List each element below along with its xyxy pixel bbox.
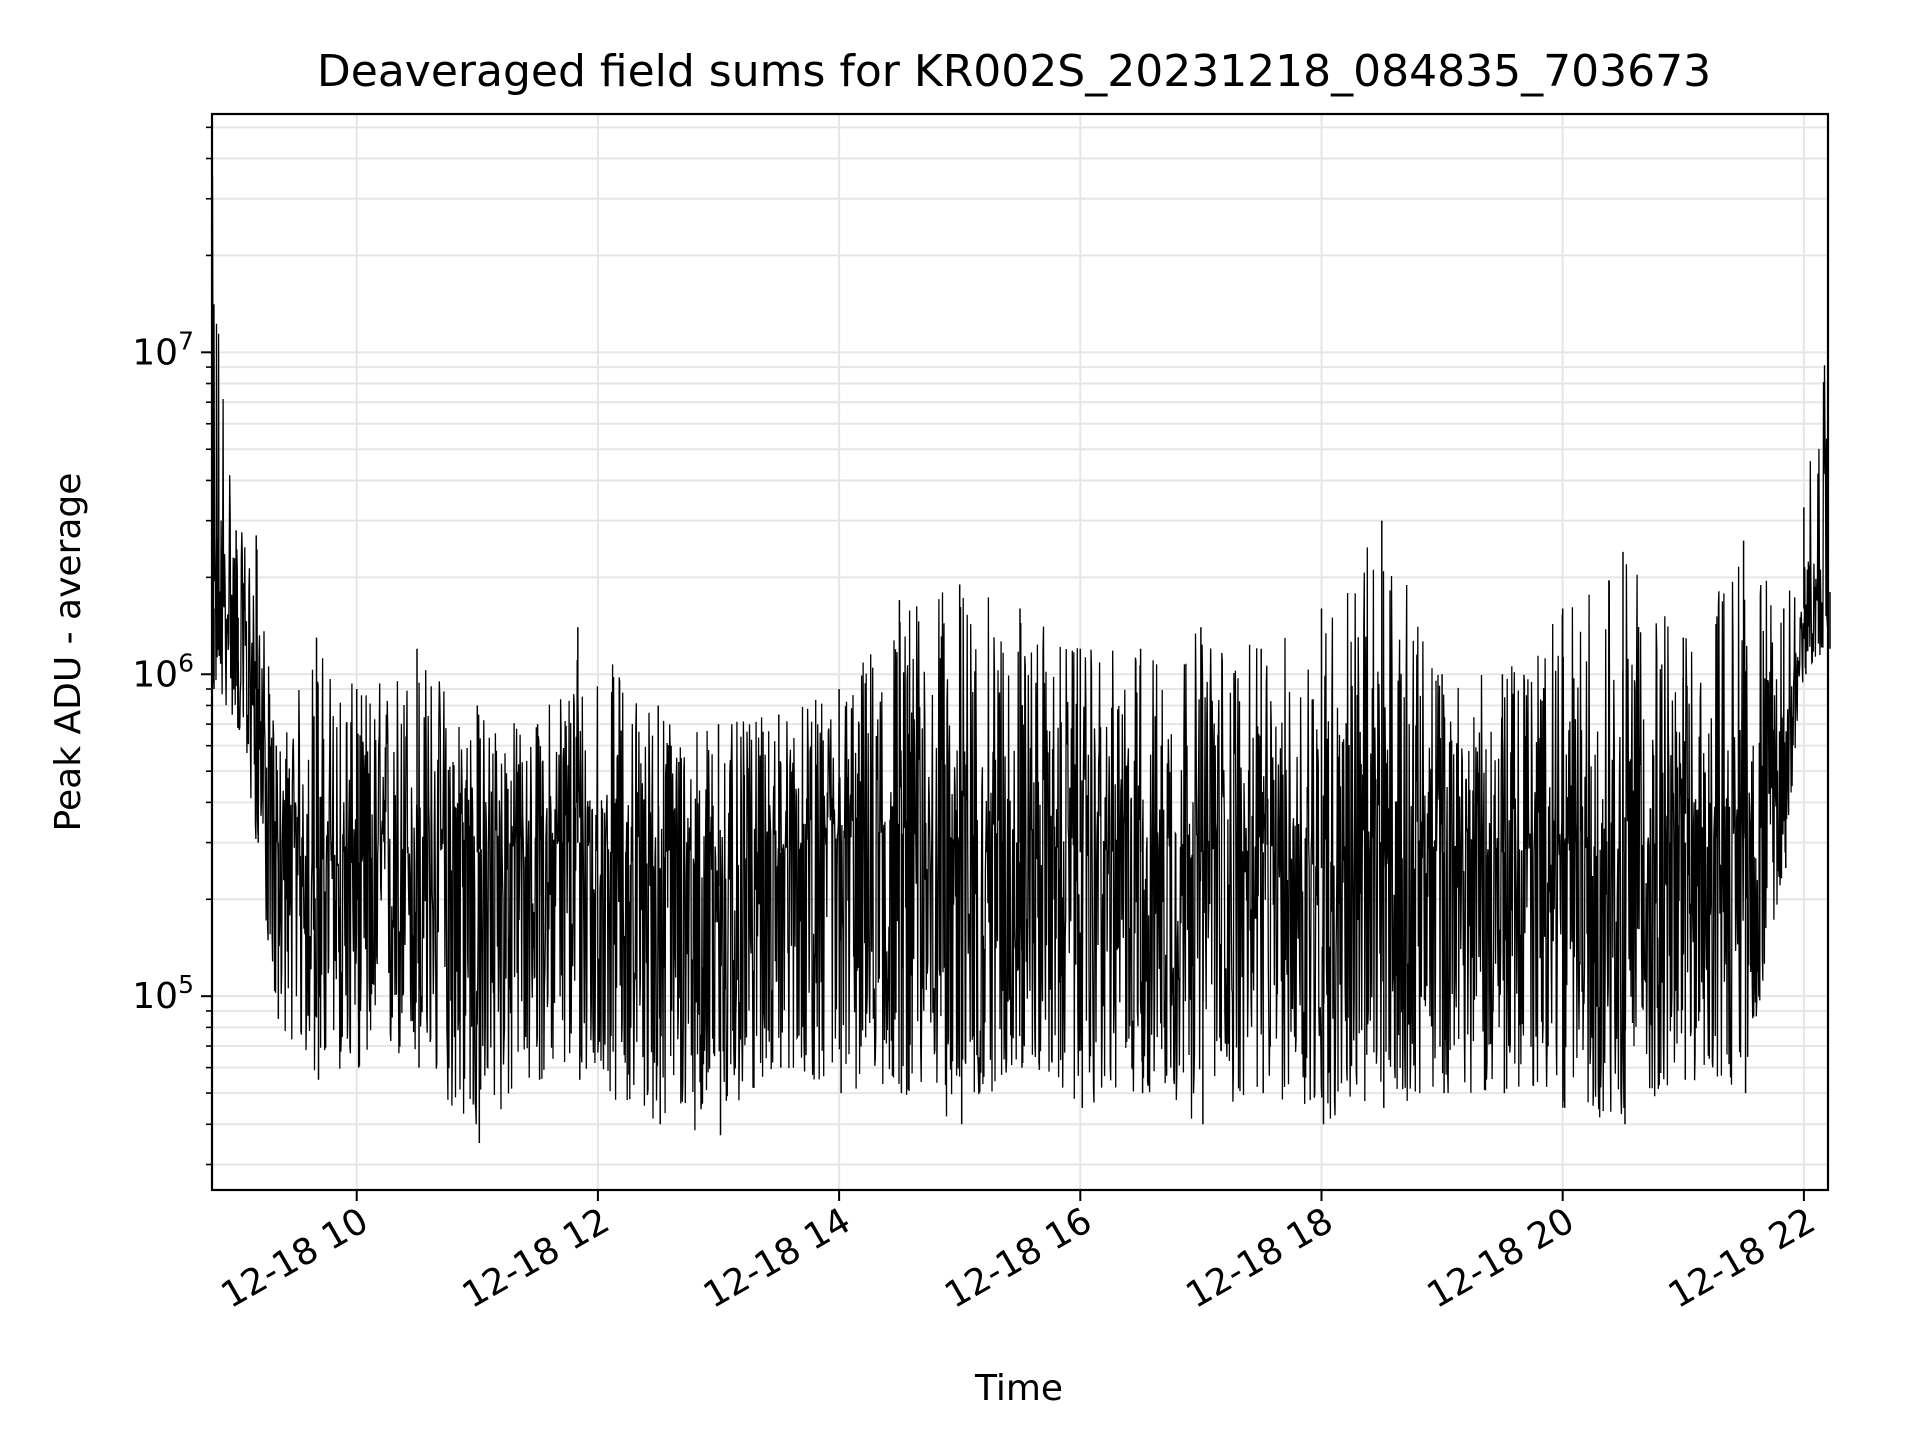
x-tick-label: 12-18 22: [1662, 1200, 1823, 1316]
x-axis-label: Time: [974, 1368, 1063, 1409]
y-tick-label: 105: [132, 970, 194, 1017]
chart-title: Deaveraged field sums for KR002S_2023121…: [317, 46, 1711, 97]
y-axis-label: Peak ADU - average: [48, 473, 89, 832]
plot-frame: [210, 112, 1830, 1192]
y-tick-label: 107: [132, 326, 194, 373]
x-tick-label: 12-18 10: [215, 1200, 376, 1316]
y-tick-label: 106: [132, 648, 194, 695]
series-line: [211, 176, 1829, 1131]
x-tick-label: 12-18 14: [697, 1200, 858, 1316]
x-tick-label: 12-18 16: [938, 1200, 1099, 1316]
y-axis: 105 106 107: [132, 126, 212, 1166]
x-axis: 12-18 10 12-18 12 12-18 14 12-18 16 12-18 18…: [215, 1190, 1823, 1317]
x-tick-label: 12-18 12: [456, 1200, 617, 1316]
x-tick-label: 12-18 20: [1421, 1200, 1582, 1316]
x-tick-label: 12-18 18: [1179, 1200, 1340, 1316]
